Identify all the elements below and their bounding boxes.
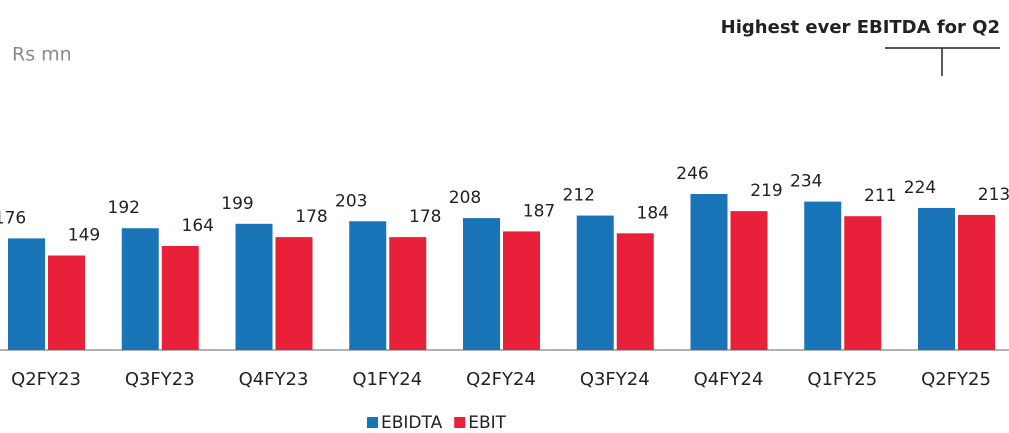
x-tick-label: Q1FY24 — [352, 369, 422, 390]
bar — [389, 237, 427, 350]
x-tick-label: Q3FY23 — [125, 369, 195, 390]
legend-swatch — [454, 417, 466, 428]
bar — [503, 231, 540, 350]
bar — [48, 255, 85, 350]
value-label: 203 — [335, 191, 367, 211]
value-label: 164 — [182, 216, 214, 236]
x-tick-label: Q4FY24 — [694, 369, 764, 390]
x-tick-label: Q2FY24 — [466, 369, 536, 390]
value-label: 178 — [295, 207, 327, 227]
annotation: Highest ever EBITDA for Q2 — [721, 17, 1000, 38]
bar — [804, 201, 842, 350]
bar — [576, 215, 614, 350]
value-label: 187 — [523, 201, 555, 221]
bar — [690, 194, 728, 350]
bar — [958, 214, 995, 350]
x-tick-label: Q4FY23 — [239, 369, 309, 390]
value-label: 234 — [790, 172, 822, 192]
bar — [8, 238, 45, 350]
value-label: 192 — [108, 198, 140, 218]
value-label: 212 — [563, 186, 595, 206]
x-tick-label: Q3FY24 — [580, 369, 650, 390]
bar — [616, 233, 654, 350]
value-label: 224 — [904, 178, 936, 198]
bar — [463, 218, 500, 350]
value-label: 149 — [68, 226, 100, 246]
bar — [730, 211, 768, 350]
x-tick-label: Q1FY25 — [807, 369, 877, 390]
x-tick-label: Q2FY25 — [921, 369, 991, 390]
x-tick-label: Q2FY23 — [11, 369, 81, 390]
value-label: 211 — [864, 186, 896, 206]
value-label: 213 — [978, 185, 1009, 205]
bar — [844, 216, 882, 350]
y-label: Rs mn — [12, 44, 72, 66]
bar — [235, 223, 273, 350]
legend-label: EBIT — [468, 413, 506, 433]
value-label: 246 — [676, 164, 708, 184]
value-label: 199 — [221, 194, 253, 214]
value-label: 219 — [750, 181, 782, 201]
legend-swatch — [367, 417, 378, 428]
value-label: 184 — [637, 203, 669, 223]
value-label: 208 — [449, 188, 481, 208]
bar — [161, 246, 199, 350]
value-label: 176 — [0, 208, 26, 228]
value-label: 178 — [409, 207, 441, 227]
bar — [121, 228, 159, 350]
bar — [275, 237, 313, 350]
bar — [349, 221, 387, 350]
legend-label: EBIDTA — [381, 413, 443, 433]
bar — [918, 207, 955, 350]
